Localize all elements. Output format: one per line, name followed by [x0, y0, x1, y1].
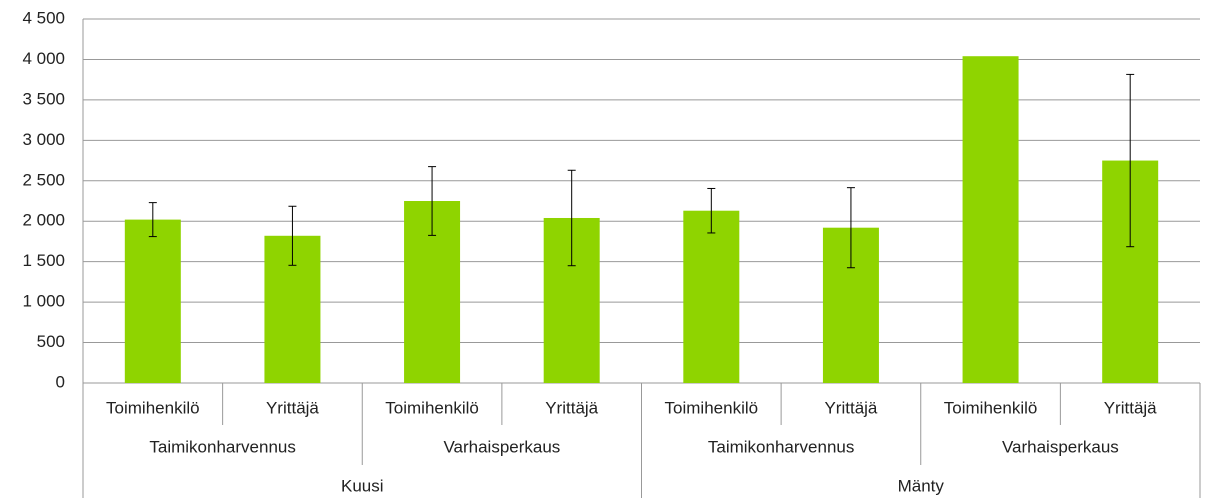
- x-tick-label: Yrittäjä: [545, 398, 598, 417]
- bar: [962, 56, 1019, 383]
- y-tick-label: 4 000: [22, 49, 65, 68]
- y-tick-label: 3 500: [22, 89, 65, 108]
- y-tick-label: 0: [56, 372, 65, 391]
- x-tick-label: Yrittäjä: [1104, 398, 1157, 417]
- x-tick-label: Yrittäjä: [266, 398, 319, 417]
- group-label: Kuusi: [341, 476, 384, 495]
- group-label: Mänty: [898, 476, 945, 495]
- y-tick-label: 2 500: [22, 170, 65, 189]
- bar: [683, 210, 740, 383]
- group-label: Varhaisperkaus: [1002, 437, 1119, 456]
- y-tick-label: 500: [37, 332, 65, 351]
- y-tick-label: 4 500: [22, 8, 65, 27]
- group-label: Taimikonharvennus: [708, 437, 854, 456]
- group-label: Taimikonharvennus: [149, 437, 295, 456]
- y-tick-label: 3 000: [22, 130, 65, 149]
- bar: [124, 219, 181, 383]
- y-tick-label: 2 000: [22, 211, 65, 230]
- x-tick-label: Yrittäjä: [824, 398, 877, 417]
- x-tick-label: Toimihenkilö: [944, 398, 1038, 417]
- x-tick-label: Toimihenkilö: [385, 398, 479, 417]
- group-label: Varhaisperkaus: [443, 437, 560, 456]
- x-tick-label: Toimihenkilö: [665, 398, 759, 417]
- x-tick-label: Toimihenkilö: [106, 398, 200, 417]
- y-tick-label: 1 500: [22, 251, 65, 270]
- y-tick-label: 1 000: [22, 292, 65, 311]
